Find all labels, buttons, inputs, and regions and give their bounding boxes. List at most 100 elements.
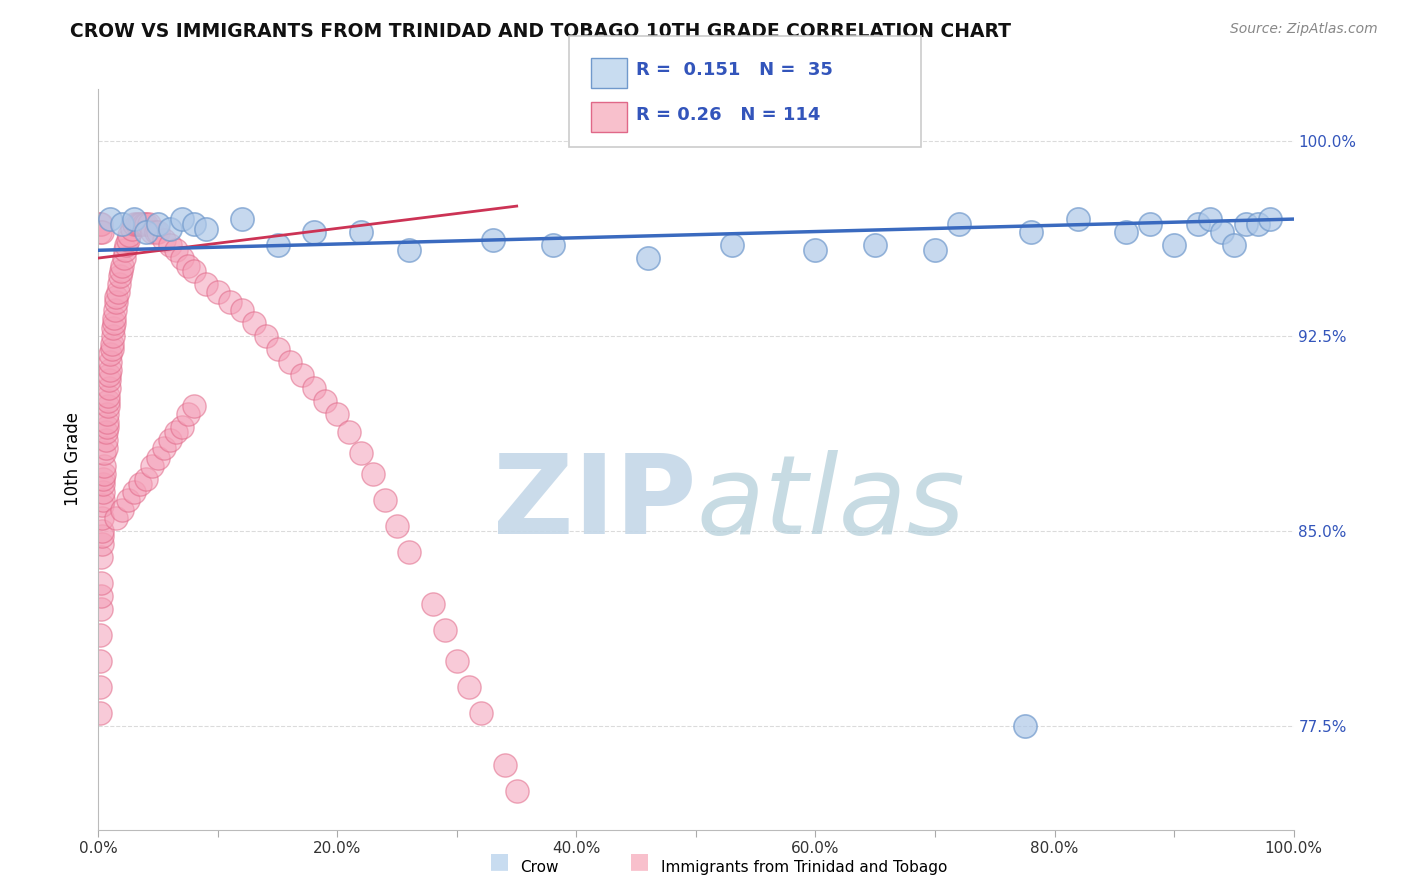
Point (117, 233, 139, 247)
Point (374, 492, 396, 507)
Point (243, 316, 266, 330)
Point (98, 368, 121, 382)
Text: Immigrants from Trinidad and Tobago: Immigrants from Trinidad and Tobago (661, 860, 948, 874)
Point (111, 217, 134, 231)
Point (93, 446, 115, 460)
Point (91, 529, 114, 543)
Point (231, 303, 253, 318)
Point (721, 238, 744, 252)
Point (177, 407, 200, 421)
Point (103, 316, 125, 330)
Point (339, 425, 361, 439)
Point (541, 238, 564, 252)
Point (107, 285, 129, 299)
Point (1247, 217, 1270, 231)
Point (172, 420, 194, 434)
Point (315, 393, 337, 408)
Point (90, 549, 112, 564)
Point (108, 269, 131, 284)
Point (254, 329, 277, 343)
Point (350, 446, 373, 460)
Point (110, 264, 132, 278)
Point (93, 467, 115, 481)
Point (94, 425, 117, 439)
Point (1258, 212, 1281, 227)
Text: ZIP: ZIP (492, 450, 696, 558)
Text: R = 0.26   N = 114: R = 0.26 N = 114 (636, 106, 820, 124)
Point (1223, 238, 1246, 252)
Point (470, 706, 492, 720)
Point (398, 544, 420, 558)
Point (159, 238, 181, 252)
Text: ■: ■ (630, 851, 650, 871)
Point (98, 381, 121, 395)
Point (105, 290, 128, 304)
Point (91, 225, 114, 239)
Point (111, 259, 134, 273)
Point (124, 484, 146, 499)
Point (165, 425, 187, 439)
Point (141, 458, 163, 473)
Point (97, 399, 120, 413)
Point (98, 347, 122, 361)
Point (1163, 238, 1185, 252)
Point (948, 217, 970, 231)
Point (101, 321, 124, 335)
Point (135, 472, 157, 486)
Point (91, 524, 114, 538)
Point (91, 472, 114, 486)
Text: Source: ZipAtlas.com: Source: ZipAtlas.com (1230, 22, 1378, 37)
Point (90, 601, 112, 615)
Point (183, 217, 205, 231)
Point (96, 407, 118, 421)
Point (172, 212, 194, 227)
Point (89, 225, 111, 239)
Point (159, 222, 181, 236)
Point (111, 503, 134, 517)
Point (105, 511, 128, 525)
Point (107, 277, 129, 291)
Point (89, 628, 111, 642)
Point (278, 355, 301, 369)
Point (148, 451, 170, 466)
Point (98, 212, 122, 227)
Point (1067, 212, 1090, 227)
Point (91, 537, 114, 551)
Point (195, 277, 218, 291)
Point (195, 222, 218, 236)
Point (865, 238, 887, 252)
Point (96, 420, 118, 434)
Point (98, 373, 121, 387)
Point (114, 244, 136, 258)
Point (207, 285, 229, 299)
Point (637, 251, 659, 265)
Y-axis label: 10th Grade: 10th Grade (65, 412, 83, 507)
Point (1139, 217, 1161, 231)
Point (148, 217, 170, 231)
Point (97, 389, 120, 403)
Point (1234, 217, 1257, 231)
Point (117, 492, 139, 507)
Point (267, 342, 290, 356)
Point (231, 212, 253, 227)
Point (90, 217, 112, 231)
Point (94, 433, 117, 447)
Point (804, 244, 827, 258)
Point (422, 597, 444, 611)
Text: R =  0.151   N =  35: R = 0.151 N = 35 (636, 61, 832, 78)
Point (131, 217, 153, 231)
Text: CROW VS IMMIGRANTS FROM TRINIDAD AND TOBAGO 10TH GRADE CORRELATION CHART: CROW VS IMMIGRANTS FROM TRINIDAD AND TOB… (70, 22, 1011, 41)
Point (103, 310, 125, 325)
Point (101, 329, 124, 343)
Point (183, 399, 205, 413)
Point (153, 441, 176, 455)
Point (177, 259, 200, 273)
Point (89, 654, 111, 668)
Point (91, 492, 114, 507)
Point (94, 441, 117, 455)
Point (105, 295, 128, 310)
Point (138, 217, 160, 231)
Point (115, 238, 138, 252)
Point (434, 623, 457, 637)
Point (302, 381, 325, 395)
